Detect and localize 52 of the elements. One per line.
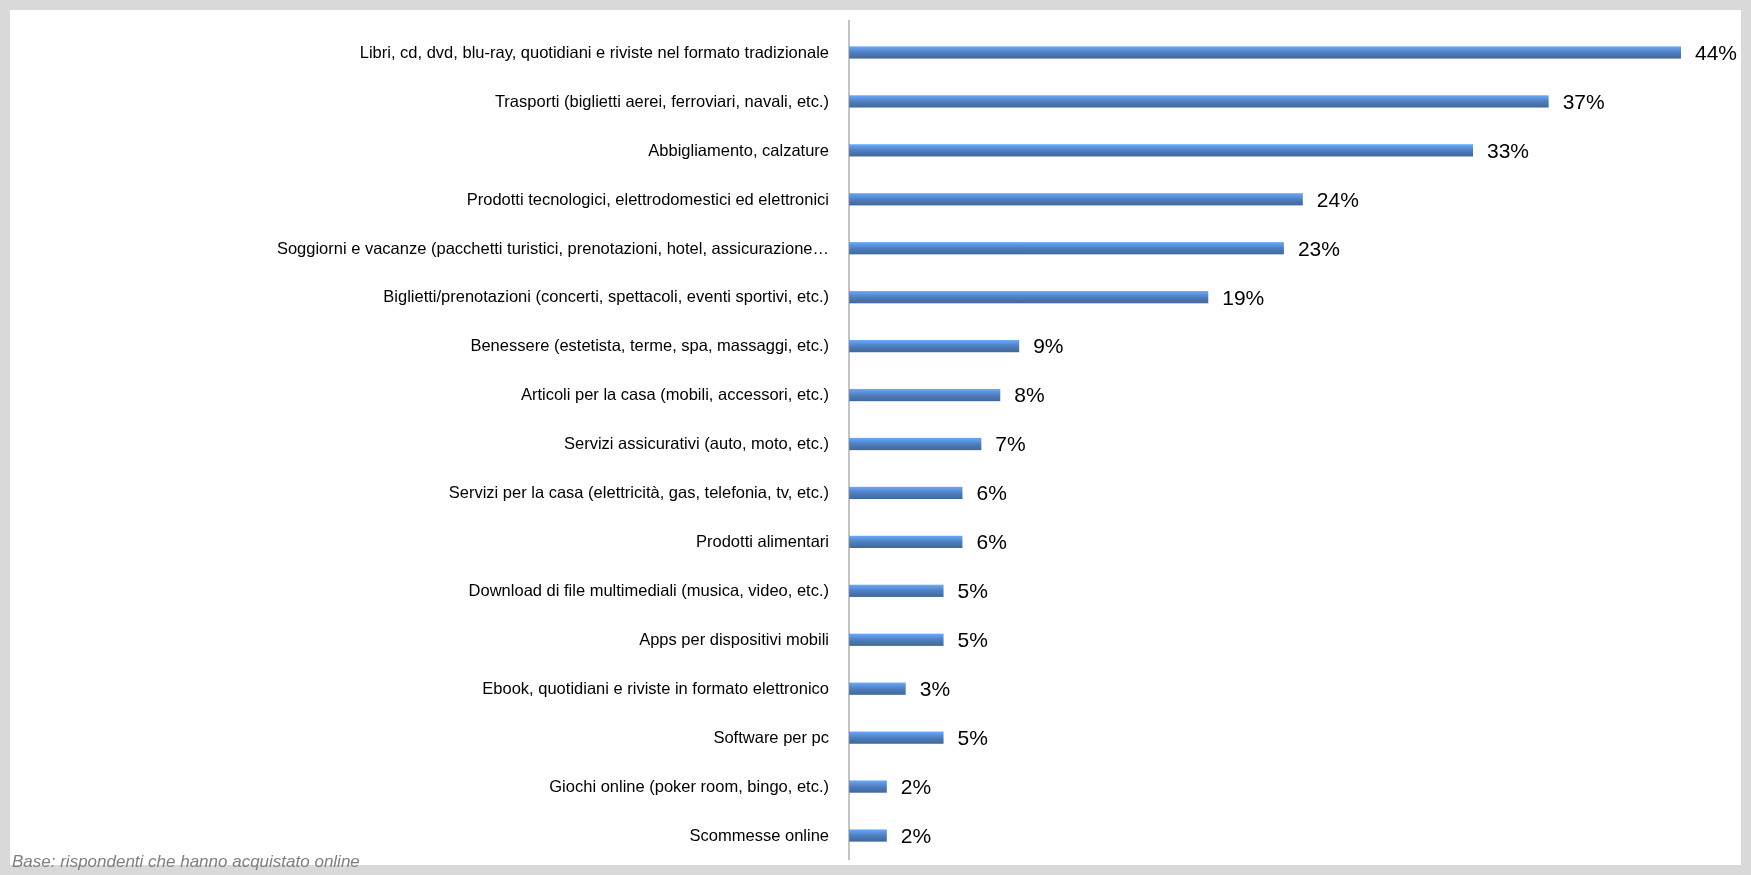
y-tick-label: Download di file multimediali (musica, video, etc.) (468, 581, 829, 600)
y-tick-label: Giochi online (poker room, bingo, etc.) (549, 776, 829, 795)
data-label: 9% (1033, 334, 1064, 358)
y-tick-label: Scommesse online (689, 825, 829, 844)
bar (849, 193, 1303, 206)
y-tick-label: Abbigliamento, calzature (648, 140, 829, 159)
bar (849, 291, 1209, 304)
y-tick-label: Articoli per la casa (mobili, accessori, etc.) (520, 385, 829, 404)
bar (849, 535, 963, 548)
y-tick-label: Prodotti tecnologici, elettrodomestici ed elettronici (466, 189, 829, 208)
bar (849, 242, 1284, 255)
bar (849, 682, 906, 695)
y-tick-label: Ebook, quotidiani e riviste in formato elettronico (482, 678, 829, 697)
bar (849, 437, 982, 451)
data-label: 8% (1014, 383, 1045, 407)
y-tick-label: Soggiorni e vacanze (pacchetti turistici, prenotazioni, hotel, assicurazione… (276, 238, 829, 257)
data-label: 23% (1297, 236, 1340, 260)
y-tick-label: Benessere (estetista, terme, spa, massaggi, etc.) (470, 336, 829, 355)
y-tick-label: Apps per dispositivi mobili (639, 630, 829, 649)
data-label: 24% (1316, 187, 1359, 211)
data-label: 19% (1222, 285, 1265, 309)
bar (849, 829, 887, 842)
bar (849, 340, 1020, 353)
data-label: 5% (957, 579, 988, 603)
y-tick-label: Prodotti alimentari (696, 532, 829, 551)
bar (849, 633, 944, 646)
data-label: 5% (957, 628, 988, 652)
bar (849, 780, 887, 793)
bar (849, 144, 1473, 157)
text: Base: rispondenti che hanno acquistato online (12, 852, 360, 871)
data-label: 2% (900, 774, 932, 798)
bar (849, 95, 1549, 108)
data-label: 37% (1562, 89, 1605, 113)
y-tick-label: Servizi assicurativi (auto, moto, etc.) (564, 434, 829, 453)
bar (849, 584, 944, 597)
y-tick-label: Servizi per la casa (elettricità, gas, telefonia, tv, etc.) (448, 483, 829, 502)
bar (849, 388, 1001, 402)
bar (849, 46, 1681, 59)
data-label: 6% (976, 530, 1007, 554)
data-label: 5% (957, 726, 988, 749)
bar (849, 486, 963, 500)
data-label: 2% (900, 823, 932, 847)
y-tick-label: Software per pc (713, 727, 829, 746)
data-label: 7% (995, 432, 1026, 456)
y-tick-label: Biglietti/prenotazioni (concerti, spettacoli, eventi sportivi, etc.) (383, 287, 829, 306)
data-label: 6% (976, 481, 1007, 505)
data-label: 3% (919, 677, 951, 701)
y-tick-label: Trasporti (biglietti aerei, ferroviari, navali, etc.) (494, 91, 829, 110)
bar (849, 731, 944, 744)
y-tick-label: Libri, cd, dvd, blu-ray, quotidiani e riviste nel formato tradizionale (359, 42, 829, 61)
data-label: 44% (1695, 40, 1738, 64)
data-label: 33% (1487, 138, 1530, 162)
